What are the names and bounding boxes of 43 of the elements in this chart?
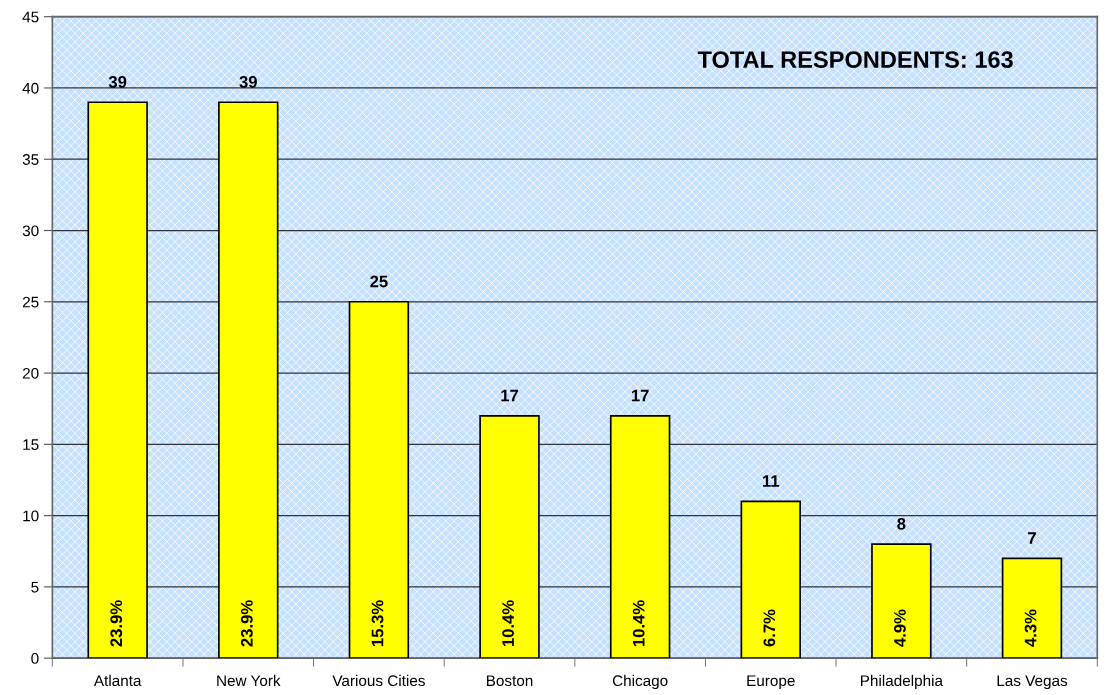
bar <box>609 414 671 659</box>
y-tick-label: 35 <box>22 154 39 165</box>
data-label: 39 <box>239 76 257 88</box>
x-tick-label: Europe <box>747 675 795 690</box>
x-tick-label: Las Vegas <box>997 675 1068 690</box>
data-label: 25 <box>370 275 388 288</box>
bar <box>479 414 540 659</box>
data-label: 11 <box>762 475 780 487</box>
data-label: 39 <box>108 76 127 88</box>
annotation: 10.4% <box>502 600 514 646</box>
y-tick-label: 45 <box>22 11 39 23</box>
y-tick-label: 0 <box>31 653 39 664</box>
y-tick-label: 20 <box>22 367 39 379</box>
bar <box>871 543 932 659</box>
annotation: 10.4% <box>632 600 645 646</box>
annotation: 23.9% <box>110 600 123 647</box>
x-tick-label: Philadelphia <box>861 674 943 690</box>
y-tick-label: 25 <box>22 296 39 308</box>
annotation: 4.3% <box>1024 609 1037 647</box>
y-tick-label: 5 <box>31 581 39 593</box>
bar <box>1001 557 1063 659</box>
data-label: 7 <box>1028 532 1036 544</box>
y-tick-label: 40 <box>22 82 39 94</box>
annotation: TOTAL RESPONDENTS: 163 <box>697 51 1013 68</box>
y-tick-label: 30 <box>22 225 39 237</box>
y-tick-label: 10 <box>23 510 39 522</box>
data-label: 17 <box>501 389 519 402</box>
bar <box>87 101 148 659</box>
annotation: 15.3% <box>371 600 384 646</box>
bar <box>740 500 801 659</box>
x-tick-label: Various Cities <box>332 674 425 687</box>
x-tick-label: Chicago <box>612 674 668 690</box>
bar <box>218 101 279 659</box>
x-tick-label: New York <box>217 674 281 687</box>
x-tick-label: Atlanta <box>93 674 142 687</box>
x-tick-label: Boston <box>486 675 533 687</box>
y-tick-label: 15 <box>23 439 39 451</box>
data-label: 8 <box>897 517 906 530</box>
annotation: 23.9% <box>240 600 253 647</box>
annotation: 4.9% <box>894 609 906 647</box>
bar <box>348 300 410 659</box>
data-label: 17 <box>631 389 649 402</box>
annotation: 6.7% <box>763 609 776 647</box>
